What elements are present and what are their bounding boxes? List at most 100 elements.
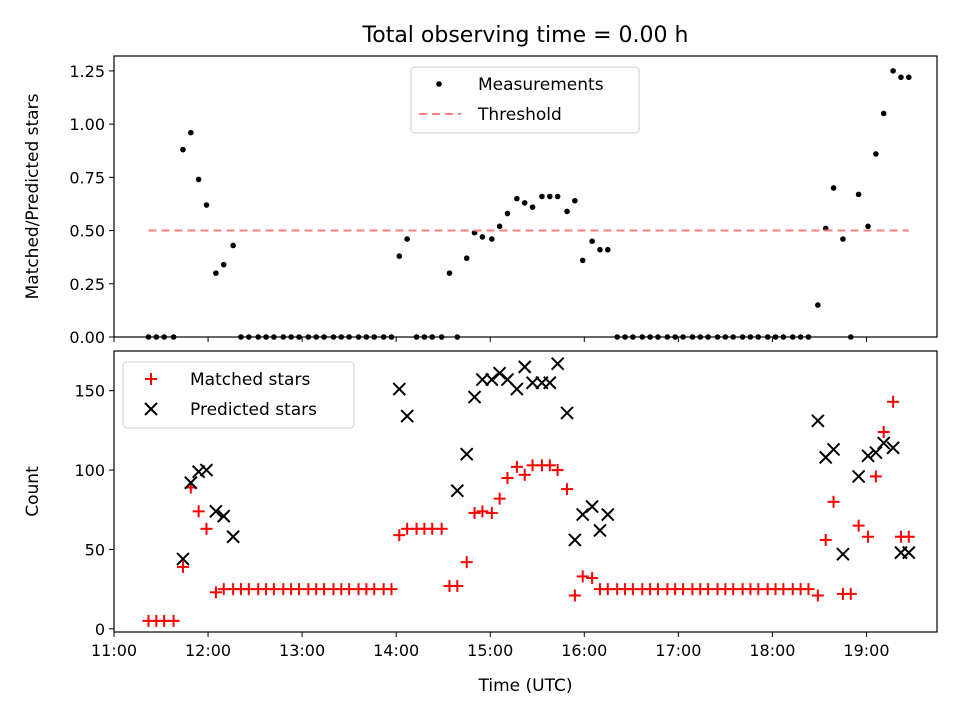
predicted-star-marker [392,382,407,396]
measurement-point [697,334,704,340]
measurement-point [180,146,186,153]
measurement-point [238,334,244,340]
measurement-point [529,204,536,210]
marker-stroke [811,414,825,428]
measurement-point [880,110,887,117]
predicted-star-marker [886,441,900,455]
matched-star-marker [200,522,213,535]
x-tick-label: 12:00 [185,641,231,660]
measurement-point [672,334,679,340]
matched-star-marker [476,505,489,518]
measurement-point [288,334,294,340]
predicted-star-marker [851,469,866,484]
matched-star-marker [887,395,900,408]
matched-star-marker [576,570,589,583]
x-tick-label: 13:00 [279,641,325,660]
marker-stroke [593,523,607,538]
y-tick-label: 50 [85,540,105,559]
legend-label: Measurements [478,75,604,95]
measurement-point [271,334,277,340]
matched-star-marker [819,533,832,546]
matched-star-marker [802,583,815,596]
predicted-star-marker [510,382,524,396]
legend-label: Matched stars [190,370,310,390]
measurement-point [546,193,553,200]
measurement-point [739,334,746,340]
marker-stroke [902,545,916,560]
marker-stroke [492,366,507,380]
measurement-point [664,334,671,340]
matched-star-marker [176,560,189,573]
measurement-point [479,234,486,240]
measurement-point [622,334,628,340]
measurement-point [772,334,779,340]
legend-label: Threshold [477,105,562,125]
measurement-point [539,193,545,200]
measurement-point [220,261,227,268]
measurement-point [195,176,202,183]
marker-stroke [500,372,515,387]
predicted-star-marker [576,507,590,522]
measurement-point [504,210,511,217]
bottom-subplot: 11:00 12:00 13:00 14:00 15:00 16:00 17:00 18:00… [23,350,938,696]
marker-stroke [518,360,532,374]
marker-stroke [861,449,875,463]
predicted-star-marker [460,447,474,461]
legend: Matched stars Predicted stars [122,361,355,429]
predicted-star-marker [450,483,465,498]
legend-x-swatch [144,402,158,416]
measurement-point [722,334,729,340]
chart-title: Total observing time = 0.00 h [362,23,689,48]
measurement-point [330,334,337,340]
measurement-point [463,255,470,262]
marker-stroke [560,406,574,420]
measurement-point [188,129,194,136]
measurement-point [496,223,503,230]
marker-stroke [510,382,524,396]
measurement-point [680,334,686,340]
matched-star-marker [852,519,865,532]
measurement-point [255,334,262,340]
predicted-star-marker [485,372,499,387]
measurement-point [396,253,403,259]
predicted-star-marker [869,445,883,460]
predicted-star-marker [492,366,507,380]
predicted-star-marker [876,436,891,450]
predicted-star-marker [593,523,607,538]
measurement-point [589,238,595,245]
measurement-point [280,334,287,340]
measurement-point [789,334,796,340]
predicted-star-marker [811,414,825,428]
predicted-star-marker [560,406,574,420]
y-tick-label: 150 [74,382,105,401]
y-tick-label: 1.00 [69,115,105,134]
measurement-point [873,151,879,157]
predicted-star-marker [209,504,223,519]
predicted-star-marker [543,376,557,390]
axes-frame [113,350,938,633]
measurement-point [755,334,762,340]
measurement-point [905,74,912,81]
measurement-point [597,246,603,253]
measurement-point [213,270,219,276]
marker-stroke [209,504,223,519]
measurement-point [840,236,846,242]
marker-stroke [826,442,841,457]
y-tick-label: 0 [95,620,105,639]
measurement-point [230,242,236,249]
measurement-point [639,334,646,340]
measurement-point [630,334,636,340]
marker-stroke [601,507,615,522]
x-tick-label: 14:00 [373,641,419,660]
matched-star-marker [493,492,506,505]
measurement-point [429,334,436,340]
matched-star-marker [811,589,824,602]
predicted-star-marker [176,552,190,566]
measurement-point [554,193,561,200]
marker-stroke [550,356,565,371]
measurement-point [363,334,370,340]
measurement-point [605,246,611,253]
measurement-point [145,334,152,340]
